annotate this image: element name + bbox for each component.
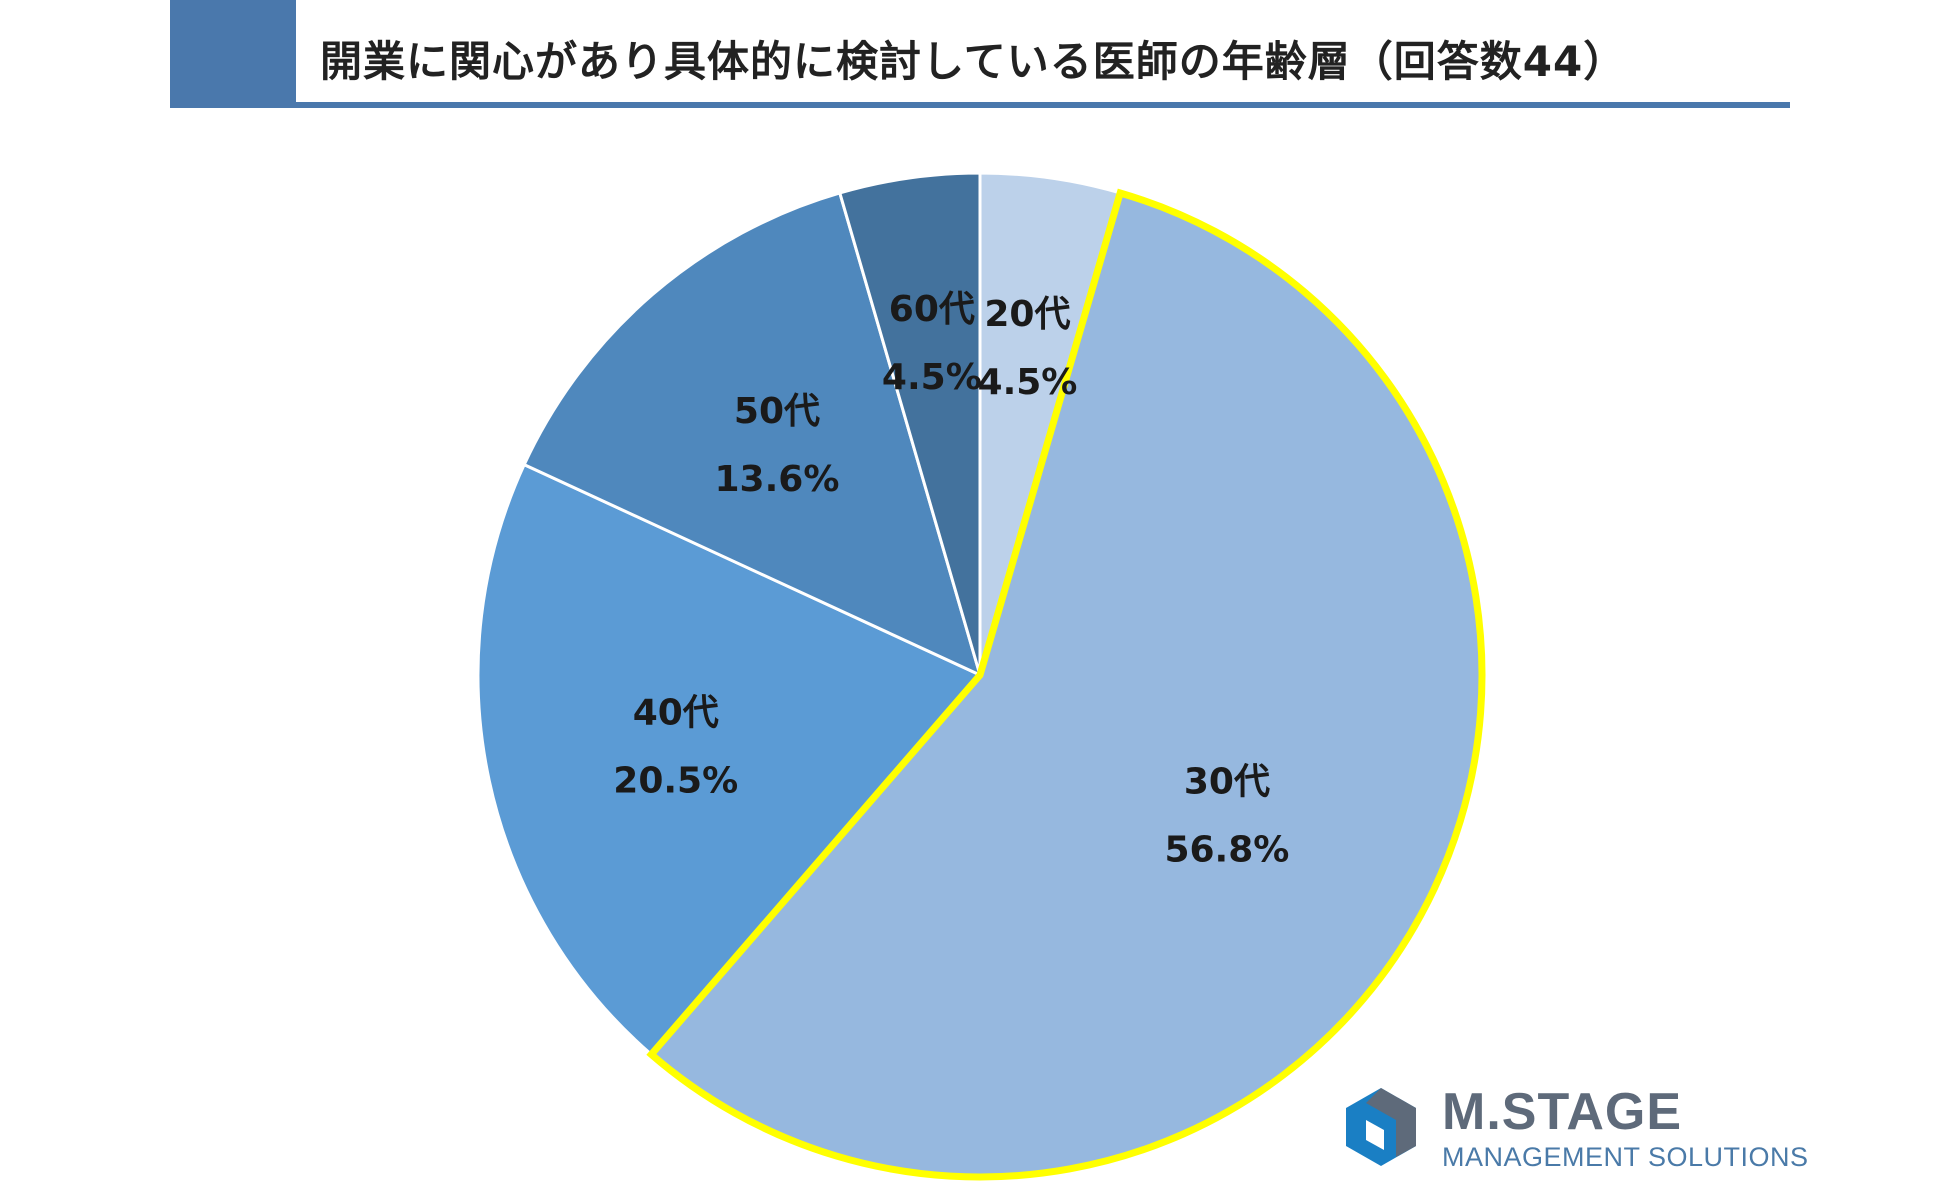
slice-category-label-20s: 20代	[984, 294, 1070, 335]
slice-category-label-30s: 30代	[1184, 761, 1270, 802]
slice-category-label-40s: 40代	[633, 693, 719, 734]
slice-value-label-30s: 56.8%	[1164, 829, 1289, 870]
title-accent-block	[170, 0, 296, 108]
logo-tagline: MANAGEMENT SOLUTIONS	[1442, 1142, 1809, 1172]
pie-slice-50s	[522, 191, 983, 678]
title-underline	[170, 102, 1790, 108]
slice-value-label-40s: 20.5%	[613, 761, 738, 802]
logo-mark-icon	[1346, 1088, 1416, 1166]
slice-category-label-60s: 60代	[889, 289, 975, 330]
highlight-outline	[646, 188, 1486, 1181]
company-logo: M.STAGE MANAGEMENT SOLUTIONS	[1340, 1082, 1808, 1182]
logo-wordmark: M.STAGE	[1442, 1083, 1683, 1141]
chart-title: 開業に関心があり具体的に検討している医師の年齢層（回答数44）	[320, 37, 1627, 86]
pie-slice-40s	[476, 462, 983, 1057]
slice-value-label-50s: 13.6%	[715, 459, 840, 500]
highlight-outline-30s	[646, 188, 1486, 1181]
slice-category-label-50s: 50代	[734, 391, 820, 432]
pie-slice-60s	[837, 171, 982, 676]
pie-slices	[476, 171, 1484, 1179]
slice-value-label-60s: 4.5%	[882, 357, 982, 398]
slice-value-label-20s: 4.5%	[978, 362, 1078, 403]
